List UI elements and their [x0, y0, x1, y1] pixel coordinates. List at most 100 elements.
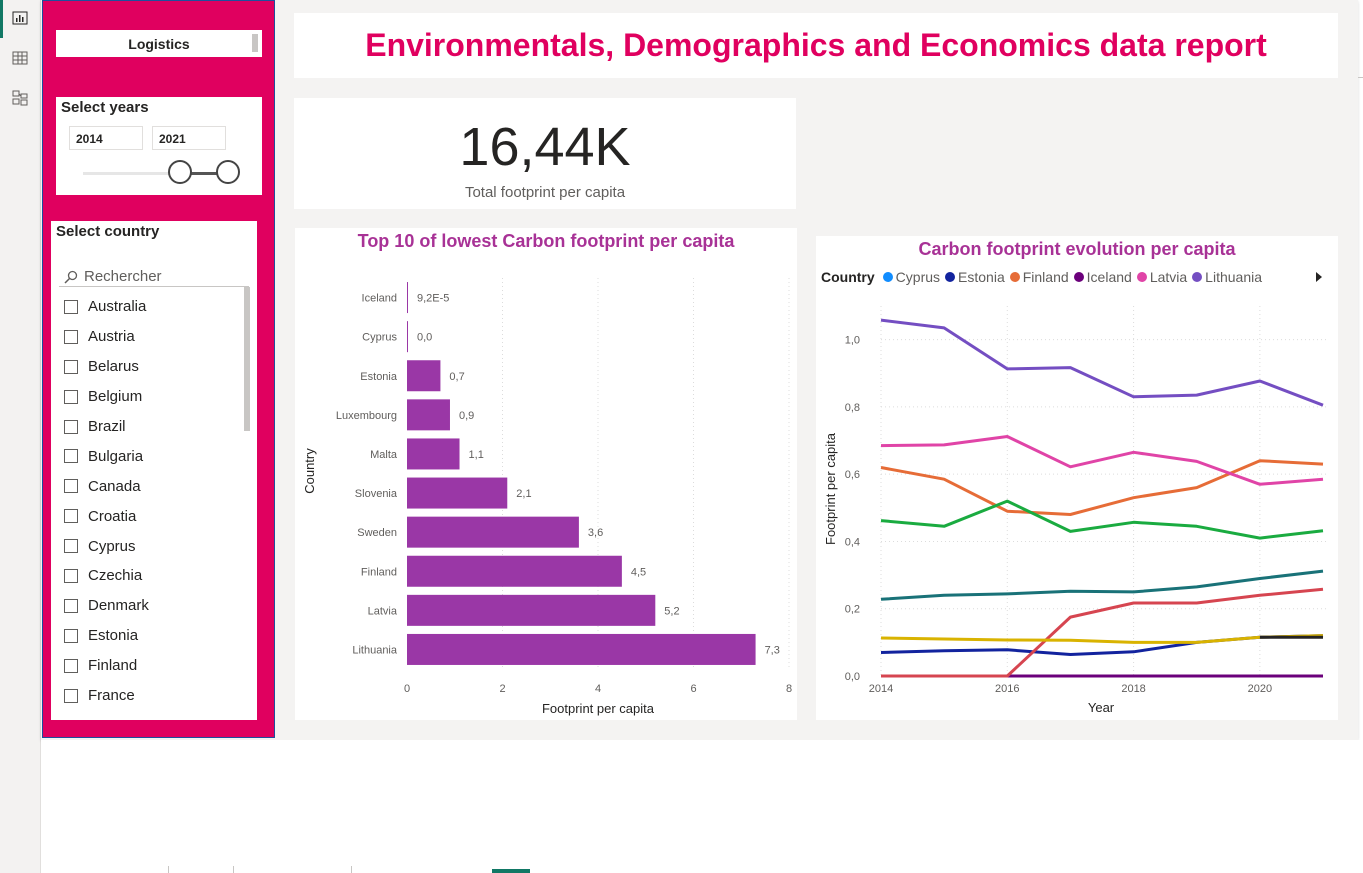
country-option[interactable]: Estonia — [64, 621, 244, 651]
page-tabs-area — [41, 740, 1363, 873]
checkbox[interactable] — [64, 658, 78, 673]
legend-item[interactable]: Lithuania — [1192, 269, 1262, 285]
country-option[interactable]: Cyprus — [64, 531, 244, 561]
country-option-label: Canada — [88, 477, 141, 495]
legend-marker — [1192, 272, 1203, 282]
legend-item[interactable]: Finland — [1009, 269, 1069, 285]
country-option-label: Australia — [88, 298, 147, 316]
checkbox[interactable] — [64, 509, 78, 524]
country-option[interactable]: Canada — [64, 471, 244, 501]
checkbox[interactable] — [64, 628, 78, 643]
checkbox[interactable] — [64, 329, 78, 344]
country-option[interactable]: Denmark — [64, 591, 244, 621]
country-option-label: Estonia — [88, 627, 139, 645]
report-view-icon[interactable] — [9, 7, 31, 29]
bar-data-label: 9,2E-5 — [417, 293, 449, 305]
page-tab-divider — [233, 866, 234, 873]
bar — [407, 555, 622, 587]
search-icon — [64, 270, 78, 284]
checkbox[interactable] — [64, 299, 78, 314]
legend-item[interactable]: Latvia — [1136, 269, 1187, 285]
country-list: Australia Austria Belarus Belgium Brazil Bulg… — [64, 292, 244, 710]
country-option-label: Finland — [88, 657, 138, 675]
bar-data-label: 1,1 — [469, 449, 484, 461]
active-page-tab-indicator — [492, 869, 530, 873]
checkbox[interactable] — [64, 539, 78, 554]
bar-data-label: 0,9 — [459, 410, 474, 422]
checkbox[interactable] — [64, 568, 78, 583]
checkbox[interactable] — [64, 449, 78, 464]
logistics-dropdown[interactable]: Logistics — [56, 30, 262, 57]
checkbox[interactable] — [64, 598, 78, 613]
line-chart-card: Carbon footprint evolution per capita Co… — [816, 236, 1338, 720]
year-slider-range — [180, 172, 230, 175]
country-slicer-title: Select country — [56, 223, 160, 240]
bar-category-label: Lithuania — [352, 644, 398, 656]
legend-item[interactable]: Estonia — [945, 269, 1005, 285]
year-slider-track[interactable] — [83, 172, 229, 175]
line-y-tick-label: 0,4 — [845, 536, 860, 548]
table-view-icon[interactable] — [9, 47, 31, 69]
legend-label: Cyprus — [895, 269, 941, 285]
country-option[interactable]: Brazil — [64, 412, 244, 442]
kpi-value: 16,44K — [459, 117, 631, 177]
legend-title: Country — [821, 269, 875, 285]
view-switcher-bar — [0, 0, 41, 873]
series-line — [880, 318, 1324, 407]
checkbox[interactable] — [64, 479, 78, 494]
search-placeholder: Rechercher — [84, 268, 162, 285]
country-option[interactable]: Finland — [64, 651, 244, 681]
bar-category-label: Finland — [361, 566, 397, 578]
year-range-slicer: Select years 2014 2021 — [56, 97, 262, 195]
bar-data-label: 0,0 — [417, 332, 432, 344]
bar-y-axis-label: Country — [302, 448, 317, 494]
country-option-label: Denmark — [88, 597, 149, 615]
logistics-scrollbar[interactable] — [252, 34, 258, 52]
country-option[interactable]: Austria — [64, 322, 244, 352]
bar — [407, 633, 756, 665]
country-option[interactable]: Belgium — [64, 382, 244, 412]
country-search[interactable]: Rechercher — [64, 268, 162, 285]
line-chart: 0,0 0,2 0,4 0,6 0,8 1,0 2014 2016 2018 2020 Year Fo… — [823, 306, 1328, 715]
country-option[interactable]: France — [64, 681, 244, 711]
bar-chart: 0 2 4 6 8 Iceland 9,2E-5 Cyprus 0,0 Estonia 0,7 Lux… — [302, 278, 792, 716]
start-year-handle[interactable] — [168, 160, 192, 184]
country-slicer: Select country Rechercher Australia Austr… — [51, 221, 257, 720]
country-option-label: Brazil — [88, 418, 126, 435]
bar-x-tick-label: 6 — [690, 683, 696, 695]
model-view-icon[interactable] — [9, 87, 31, 109]
country-list-scrollbar[interactable] — [244, 287, 250, 431]
series-line — [880, 569, 1324, 601]
checkbox[interactable] — [64, 389, 78, 404]
line-chart-legend: Country Cyprus Estonia Finland Iceland Latvi… — [821, 269, 1267, 285]
country-option-label: Bulgaria — [88, 447, 144, 465]
legend-item[interactable]: Iceland — [1073, 269, 1132, 285]
end-year-handle[interactable] — [216, 160, 240, 184]
country-option-label: Cyprus — [88, 537, 136, 555]
line-x-axis-label: Year — [1088, 700, 1115, 715]
end-year-input[interactable]: 2021 — [152, 126, 226, 150]
bar — [407, 321, 408, 353]
country-option[interactable]: Belarus — [64, 352, 244, 382]
legend-item[interactable]: Cyprus — [882, 269, 941, 285]
line-y-tick-label: 1,0 — [845, 335, 860, 347]
legend-next-arrow-icon[interactable] — [1316, 272, 1322, 282]
bar-chart-title: Top 10 of lowest Carbon footprint per ca… — [357, 231, 735, 251]
country-option-label: Czechia — [88, 567, 143, 585]
bar-category-label: Iceland — [362, 293, 397, 305]
country-option-label: Belgium — [88, 388, 143, 406]
country-option-label: Croatia — [88, 507, 137, 525]
country-option[interactable]: Czechia — [64, 561, 244, 591]
kpi-label: Total footprint per capita — [464, 184, 626, 201]
country-option[interactable]: Australia — [64, 292, 244, 322]
start-year-input[interactable]: 2014 — [69, 126, 143, 150]
country-option[interactable]: Croatia — [64, 501, 244, 531]
checkbox[interactable] — [64, 419, 78, 434]
checkbox[interactable] — [64, 359, 78, 374]
bar-category-label: Cyprus — [362, 332, 397, 344]
legend-label: Finland — [1022, 269, 1069, 285]
series-line — [880, 499, 1324, 540]
checkbox[interactable] — [64, 688, 78, 703]
country-option[interactable]: Bulgaria — [64, 441, 244, 471]
kpi-card: 16,44K Total footprint per capita — [294, 98, 796, 209]
